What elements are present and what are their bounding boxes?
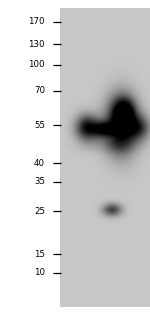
Text: 15: 15 — [34, 250, 45, 259]
Text: 35: 35 — [34, 177, 45, 186]
Text: 100: 100 — [28, 60, 45, 69]
Bar — [60, 8, 150, 307]
Text: 170: 170 — [28, 18, 45, 26]
Text: 40: 40 — [34, 159, 45, 168]
Text: 25: 25 — [34, 207, 45, 216]
Text: 130: 130 — [28, 40, 45, 49]
Text: 55: 55 — [34, 121, 45, 130]
Text: 10: 10 — [34, 269, 45, 277]
Text: 70: 70 — [34, 86, 45, 95]
